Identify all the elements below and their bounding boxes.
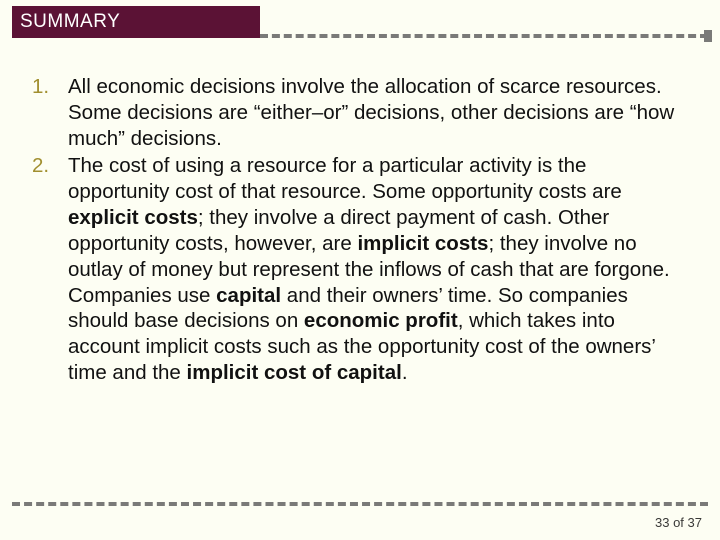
bold-term: explicit costs	[68, 206, 198, 229]
body-text: All economic decisions involve the alloc…	[68, 75, 674, 150]
list-item: The cost of using a resource for a parti…	[32, 153, 692, 385]
summary-title: SUMMARY	[20, 11, 120, 33]
page-number: 33 of 37	[655, 515, 702, 530]
content-area: All economic decisions involve the alloc…	[0, 44, 720, 386]
body-text: The cost of using a resource for a parti…	[68, 154, 622, 203]
bold-term: economic profit	[304, 309, 458, 332]
body-text: .	[402, 361, 408, 384]
bottom-divider	[12, 502, 708, 506]
bold-term: implicit costs	[357, 232, 488, 255]
summary-title-box: SUMMARY	[12, 6, 260, 38]
list-item: All economic decisions involve the alloc…	[32, 74, 692, 151]
header-band: SUMMARY	[0, 0, 720, 44]
top-divider	[260, 34, 708, 38]
bold-term: capital	[216, 284, 281, 307]
bold-term: implicit cost of capital	[187, 361, 402, 384]
summary-list: All economic decisions involve the alloc…	[32, 74, 692, 386]
top-divider-endcap	[704, 30, 712, 42]
